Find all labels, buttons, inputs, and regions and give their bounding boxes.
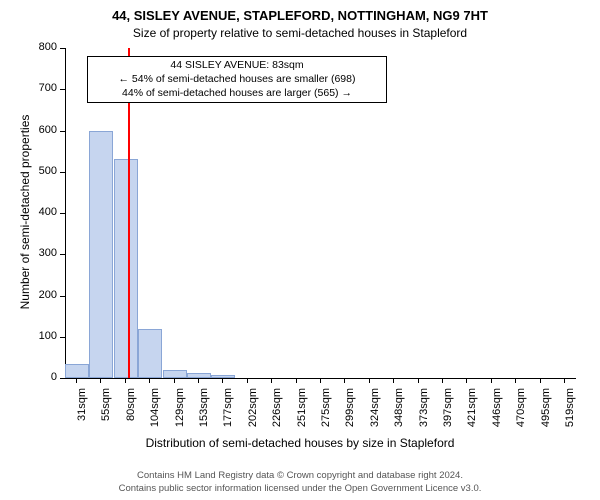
x-tick xyxy=(540,378,541,383)
annotation-box: 44 SISLEY AVENUE: 83sqm← 54% of semi-det… xyxy=(87,56,387,103)
histogram-bar xyxy=(187,373,211,378)
y-tick xyxy=(60,254,65,255)
x-tick xyxy=(222,378,223,383)
y-tick xyxy=(60,89,65,90)
x-tick-label: 153sqm xyxy=(198,388,210,438)
x-tick-label: 446sqm xyxy=(491,388,503,438)
x-tick xyxy=(418,378,419,383)
x-tick xyxy=(125,378,126,383)
y-tick xyxy=(60,296,65,297)
x-tick-label: 470sqm xyxy=(515,388,527,438)
x-tick xyxy=(174,378,175,383)
x-tick xyxy=(247,378,248,383)
x-tick-label: 275sqm xyxy=(320,388,332,438)
x-tick xyxy=(149,378,150,383)
histogram-bar xyxy=(138,329,162,378)
y-tick xyxy=(60,213,65,214)
y-tick-label: 0 xyxy=(17,371,57,383)
x-tick xyxy=(271,378,272,383)
x-tick xyxy=(466,378,467,383)
y-tick-label: 100 xyxy=(17,330,57,342)
y-tick xyxy=(60,172,65,173)
histogram-bar xyxy=(65,364,89,378)
x-tick-label: 299sqm xyxy=(344,388,356,438)
histogram-chart: 44, SISLEY AVENUE, STAPLEFORD, NOTTINGHA… xyxy=(0,0,600,500)
x-tick xyxy=(320,378,321,383)
y-tick-label: 600 xyxy=(17,124,57,136)
x-tick-label: 55sqm xyxy=(100,388,112,438)
x-tick-label: 397sqm xyxy=(442,388,454,438)
x-tick-label: 226sqm xyxy=(271,388,283,438)
x-tick-label: 373sqm xyxy=(418,388,430,438)
y-tick-label: 200 xyxy=(17,289,57,301)
annotation-line: 44 SISLEY AVENUE: 83sqm xyxy=(92,59,382,73)
y-tick-label: 400 xyxy=(17,206,57,218)
histogram-bar xyxy=(211,375,235,378)
x-tick xyxy=(76,378,77,383)
x-tick xyxy=(393,378,394,383)
x-tick xyxy=(442,378,443,383)
x-tick-label: 421sqm xyxy=(466,388,478,438)
x-tick-label: 324sqm xyxy=(369,388,381,438)
x-tick-label: 104sqm xyxy=(149,388,161,438)
y-tick xyxy=(60,378,65,379)
y-tick xyxy=(60,48,65,49)
y-tick xyxy=(60,131,65,132)
x-tick-label: 177sqm xyxy=(222,388,234,438)
x-tick xyxy=(100,378,101,383)
x-tick xyxy=(491,378,492,383)
annotation-line: 44% of semi-detached houses are larger (… xyxy=(92,87,382,101)
annotation-line: ← 54% of semi-detached houses are smalle… xyxy=(92,73,382,87)
attribution-line-1: Contains HM Land Registry data © Crown c… xyxy=(0,470,600,481)
y-tick-label: 500 xyxy=(17,165,57,177)
chart-subtitle: Size of property relative to semi-detach… xyxy=(0,26,600,40)
x-tick-label: 348sqm xyxy=(393,388,405,438)
histogram-bar xyxy=(163,370,187,378)
x-tick-label: 495sqm xyxy=(540,388,552,438)
attribution-line-2: Contains public sector information licen… xyxy=(0,483,600,494)
histogram-bar xyxy=(114,159,138,378)
histogram-bar xyxy=(89,131,113,379)
x-tick xyxy=(198,378,199,383)
x-axis-label: Distribution of semi-detached houses by … xyxy=(0,436,600,450)
x-tick xyxy=(296,378,297,383)
y-tick-label: 800 xyxy=(17,41,57,53)
x-tick xyxy=(515,378,516,383)
x-tick-label: 31sqm xyxy=(76,388,88,438)
y-tick-label: 300 xyxy=(17,247,57,259)
x-tick-label: 129sqm xyxy=(174,388,186,438)
x-tick xyxy=(369,378,370,383)
y-tick-label: 700 xyxy=(17,82,57,94)
x-tick-label: 202sqm xyxy=(247,388,259,438)
x-tick-label: 80sqm xyxy=(125,388,137,438)
x-tick-label: 519sqm xyxy=(564,388,576,438)
y-tick xyxy=(60,337,65,338)
x-tick xyxy=(344,378,345,383)
x-tick-label: 251sqm xyxy=(296,388,308,438)
x-tick xyxy=(564,378,565,383)
chart-title: 44, SISLEY AVENUE, STAPLEFORD, NOTTINGHA… xyxy=(0,8,600,23)
